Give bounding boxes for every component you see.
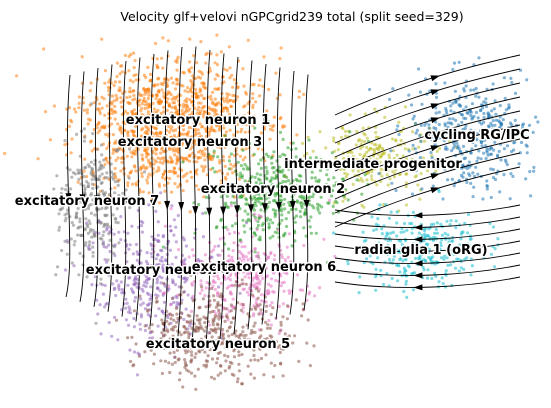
streamline bbox=[334, 216, 521, 228]
streamline bbox=[261, 63, 267, 325]
streamline bbox=[334, 276, 521, 288]
streamline-arrowhead bbox=[430, 131, 440, 138]
streamline bbox=[135, 57, 141, 322]
streamline bbox=[219, 53, 225, 340]
streamline bbox=[334, 204, 521, 216]
streamline bbox=[191, 46, 197, 345]
streamline bbox=[334, 82, 521, 144]
streamline-arrowhead bbox=[107, 196, 114, 206]
streamline-arrowhead bbox=[192, 206, 199, 216]
cluster-label-4: cycling RG/IPC bbox=[424, 128, 529, 143]
streamline-arrowhead bbox=[121, 197, 128, 207]
streamline-arrowhead bbox=[261, 203, 268, 213]
streamline bbox=[121, 60, 127, 317]
chart-title: Velocity glf+velovi nGPCgrid239 total (s… bbox=[120, 9, 463, 24]
streamline bbox=[149, 53, 155, 327]
streamline-arrowhead bbox=[275, 202, 282, 212]
streamline-arrowhead bbox=[430, 145, 440, 152]
streamline bbox=[334, 110, 521, 172]
cluster-points-6 bbox=[51, 102, 147, 325]
streamline bbox=[334, 240, 521, 252]
cluster-label-1: excitatory neuron 1 bbox=[126, 113, 270, 128]
streamline bbox=[177, 46, 183, 337]
velocity-streamlines bbox=[65, 46, 521, 345]
streamline-arrowhead bbox=[289, 200, 296, 211]
cluster-label-2: excitatory neuron 3 bbox=[118, 135, 262, 150]
cluster-label-10: excitatory neuron 5 bbox=[146, 337, 290, 352]
streamline-arrowhead bbox=[413, 260, 423, 267]
streamline bbox=[334, 68, 521, 130]
streamline-arrowhead bbox=[206, 207, 213, 217]
streamline bbox=[65, 74, 71, 298]
streamline-arrowhead bbox=[413, 212, 423, 219]
cluster-points-4 bbox=[368, 56, 540, 201]
streamline-arrowhead bbox=[413, 224, 423, 231]
streamline bbox=[163, 50, 169, 332]
streamline-arrowhead bbox=[178, 202, 185, 212]
streamline bbox=[334, 264, 521, 276]
streamline-arrowhead bbox=[413, 284, 423, 291]
streamline-arrowhead bbox=[303, 199, 310, 209]
streamline bbox=[334, 138, 521, 200]
streamline-arrowhead bbox=[79, 194, 86, 204]
streamline bbox=[233, 56, 239, 335]
streamline bbox=[334, 228, 521, 240]
streamline-arrowhead bbox=[413, 236, 423, 243]
cluster-points-10 bbox=[114, 268, 316, 391]
streamline bbox=[334, 124, 521, 186]
streamline-arrowhead bbox=[430, 117, 440, 124]
streamline-arrowhead bbox=[248, 204, 254, 214]
cluster-label-9: excitatory neuron 6 bbox=[192, 260, 336, 275]
streamline-arrowhead bbox=[430, 103, 440, 110]
streamline-arrowhead bbox=[93, 195, 100, 205]
streamline-arrowhead bbox=[164, 200, 171, 210]
streamline-arrowhead bbox=[413, 248, 423, 255]
streamline bbox=[334, 152, 521, 214]
streamline bbox=[334, 166, 521, 228]
cluster-label-7: radial glia 1 (oRG) bbox=[354, 243, 487, 258]
cluster-label-3: intermediate progenitor bbox=[284, 157, 462, 172]
streamline-arrowhead bbox=[430, 187, 440, 194]
streamline bbox=[334, 96, 521, 158]
streamline bbox=[205, 49, 211, 345]
streamline bbox=[275, 67, 281, 320]
streamline bbox=[334, 252, 521, 264]
streamline-arrowhead bbox=[430, 159, 440, 166]
streamline-arrowhead bbox=[430, 89, 440, 96]
streamline-arrowhead bbox=[220, 206, 227, 216]
streamline-arrowhead bbox=[150, 199, 157, 209]
cluster-label-5: excitatory neuron 2 bbox=[201, 182, 345, 197]
streamline-arrowhead bbox=[430, 173, 440, 180]
cluster-labels: excitatory neuron 1 excitatory neuron 3 in… bbox=[13, 112, 531, 354]
streamline-arrowhead bbox=[65, 193, 72, 203]
streamline bbox=[247, 60, 253, 330]
cluster-label-8: excitatory neuron 4 bbox=[86, 263, 230, 278]
cluster-label-6: excitatory neuron 7 bbox=[15, 194, 159, 209]
streamline-arrowhead bbox=[413, 272, 423, 279]
cluster-points-1 bbox=[15, 33, 306, 180]
streamline bbox=[334, 54, 521, 116]
streamline-arrowhead bbox=[430, 75, 440, 82]
streamline-arrowhead bbox=[234, 205, 241, 215]
streamline-arrowhead bbox=[135, 198, 142, 208]
